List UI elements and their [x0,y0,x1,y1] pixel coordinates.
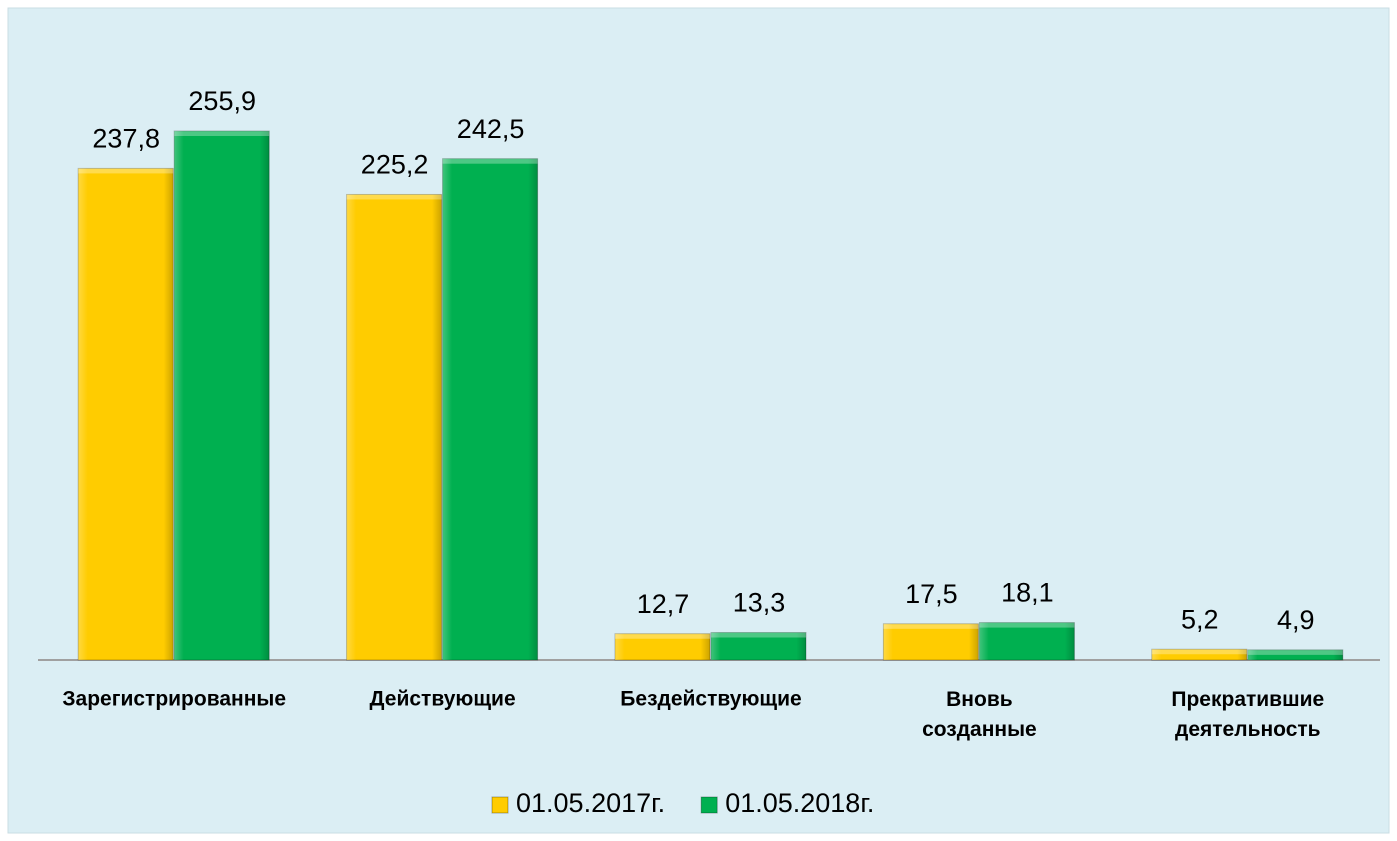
bar-shade [78,168,174,660]
bar-top [442,158,538,164]
x-tick-label: Бездействующие [620,688,801,711]
bar-shade [979,622,1075,660]
bar-top [883,623,979,629]
x-tick-label: Зарегистрированные [62,688,286,711]
bar-top [1151,649,1247,655]
x-tick-label: Действующие [370,688,516,711]
bar-shade [615,633,710,660]
value-label: 18,1 [1001,578,1054,608]
value-label: 13,3 [733,588,786,618]
legend-label: 01.05.2018г. [725,788,874,818]
legend-swatch [491,796,509,814]
legend-swatch [700,796,718,814]
value-label: 4,9 [1277,605,1315,635]
bar-top [346,194,442,200]
bar-shade [1151,649,1247,660]
legend-label: 01.05.2017г. [516,788,665,818]
x-tick-label: Вновь созданные [922,688,1037,741]
bar-shade [711,632,806,660]
bar-shade [442,158,538,660]
bar-shade [346,194,442,661]
bar-top [1247,649,1343,655]
bar-top [979,622,1075,628]
bar-top [174,131,270,136]
value-label: 255,9 [188,86,256,116]
value-label: 5,2 [1181,604,1219,634]
value-label: 242,5 [457,114,525,144]
value-label: 12,7 [637,589,690,619]
value-label: 225,2 [361,150,429,180]
bar-shade [1247,649,1343,660]
bar-shade [174,131,270,660]
bar-shade [883,623,979,660]
value-label: 237,8 [92,124,160,154]
bar-top [78,168,174,174]
x-tick-label: Прекратившие деятельность [1171,688,1324,741]
bar-top [615,633,710,639]
bar-top [711,632,806,638]
value-label: 17,5 [905,579,958,609]
